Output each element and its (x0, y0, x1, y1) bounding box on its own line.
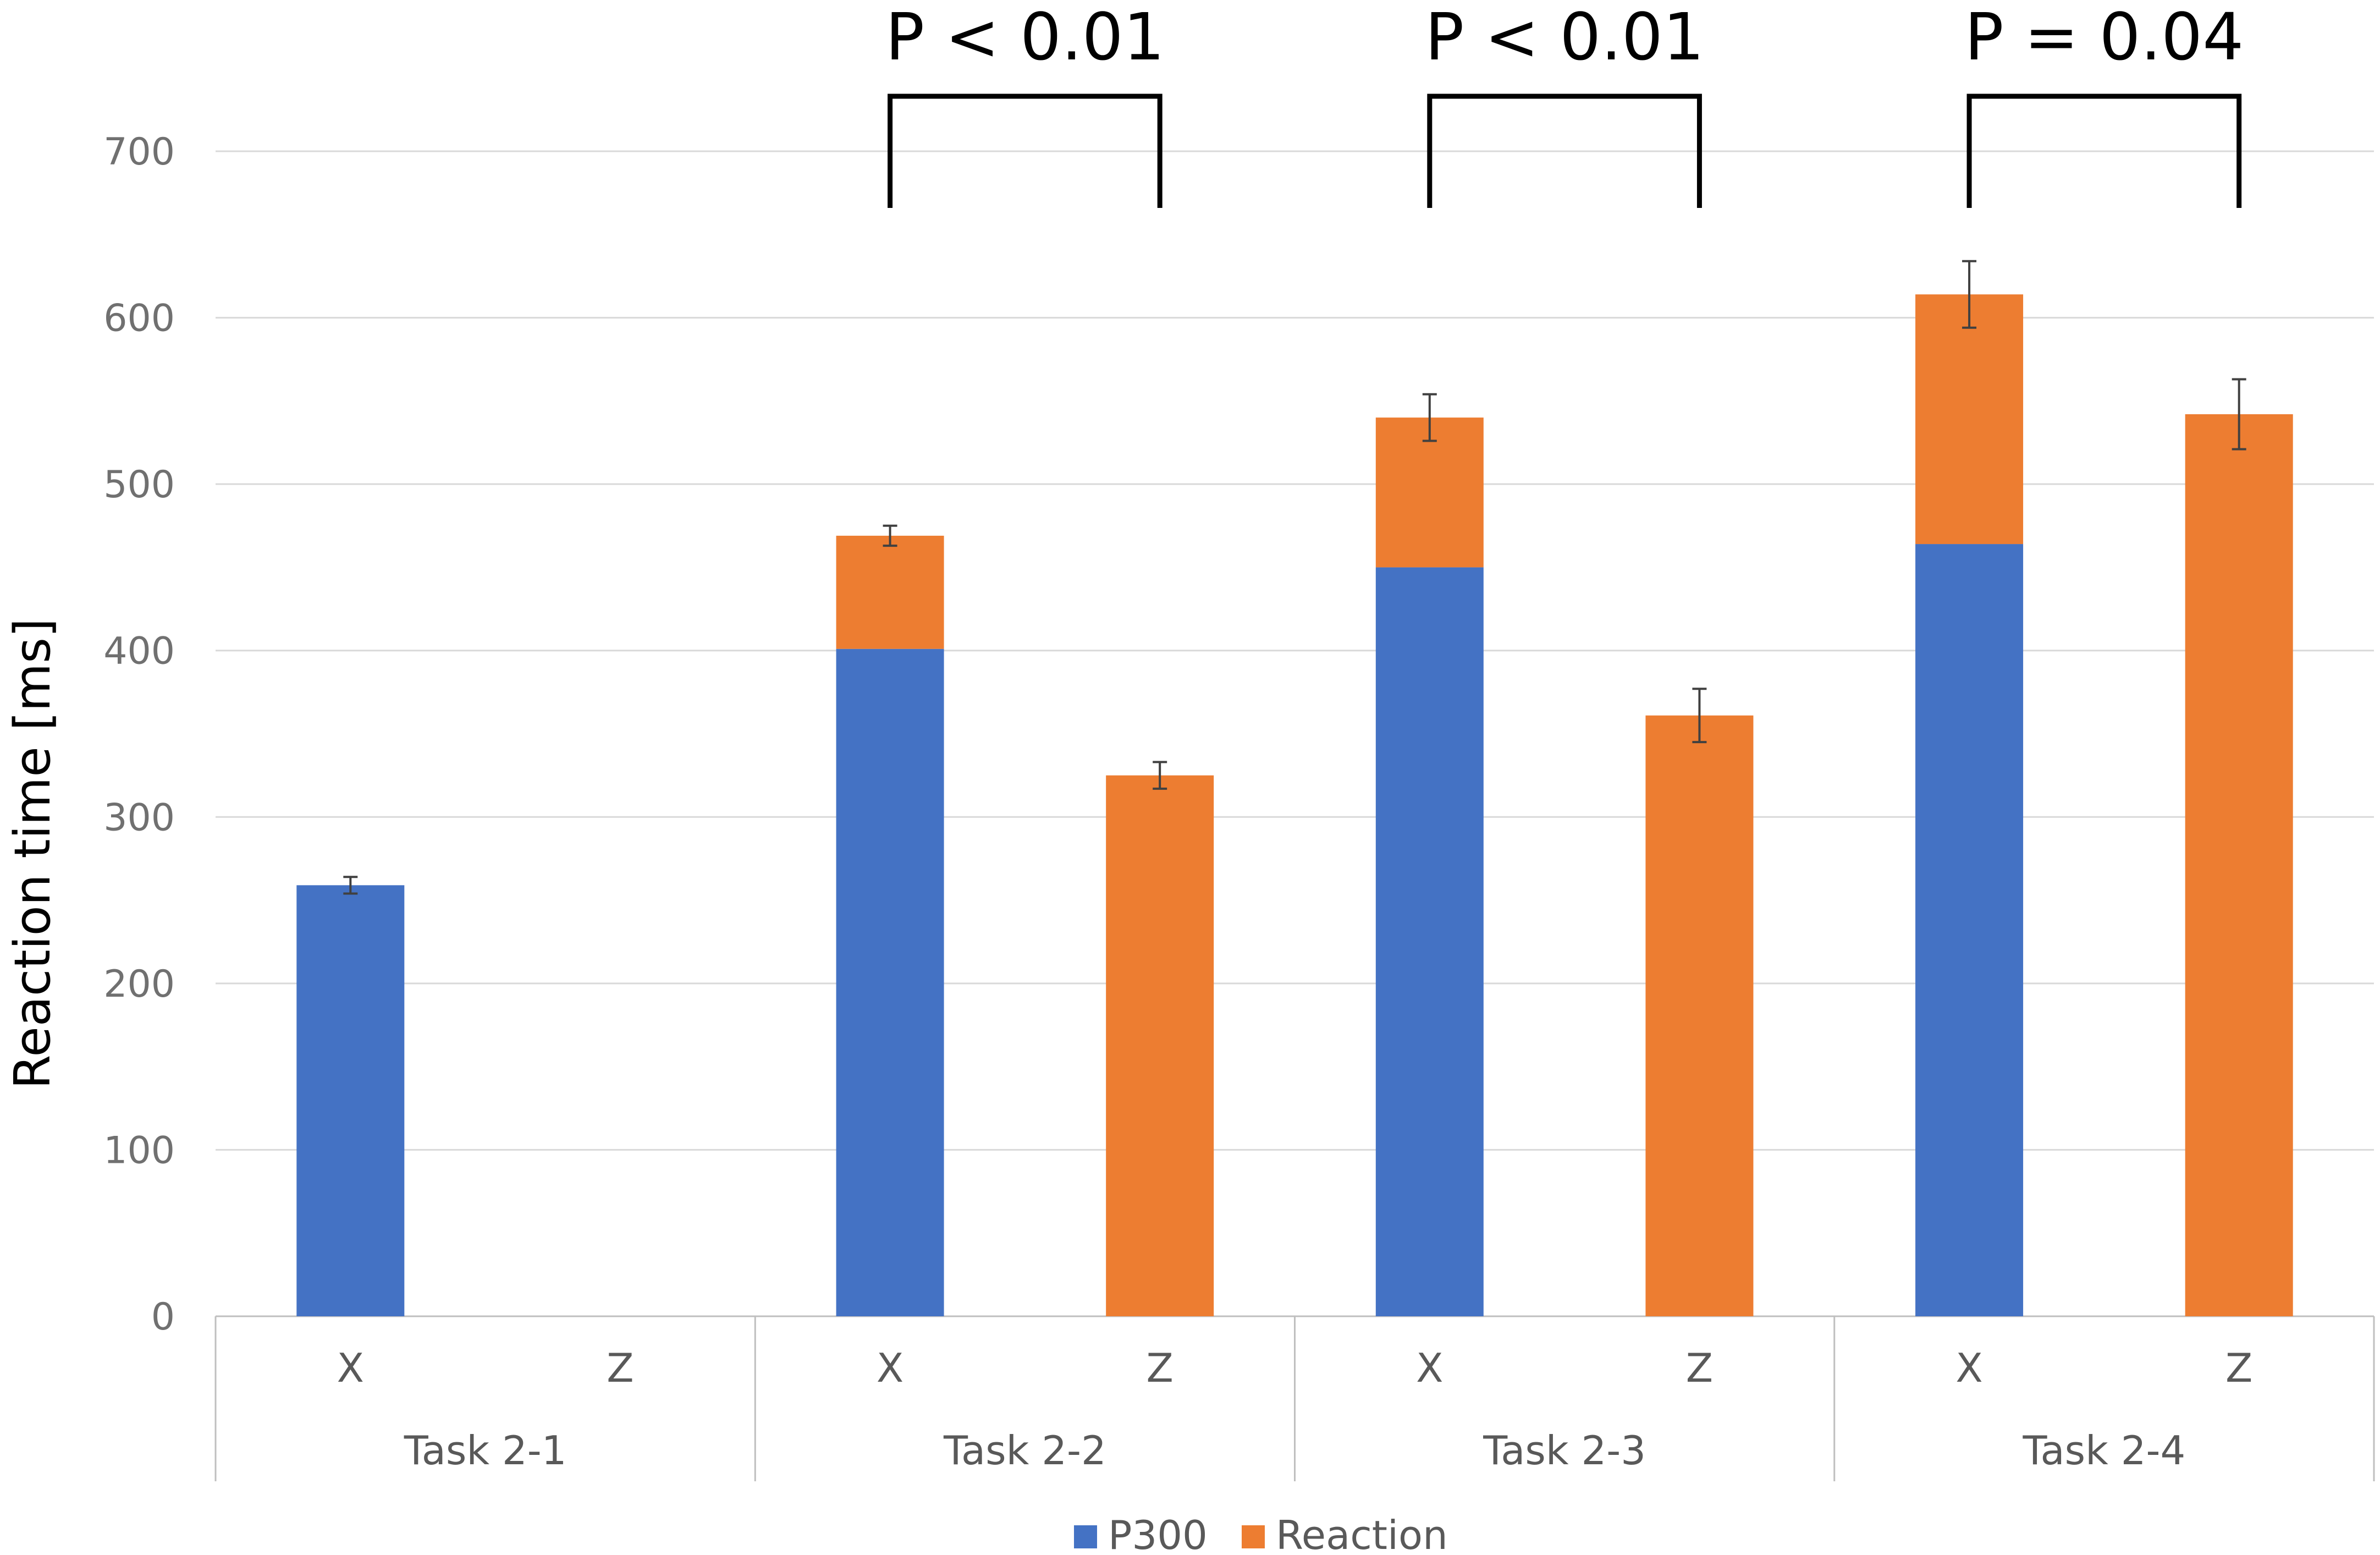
bar-reaction (1375, 417, 1484, 568)
x-axis: X Z X Z X Z X Z Task 2-1 Task 2-2 Task 2-3 Task 2-4 (214, 1316, 2375, 1481)
bar-reaction (2185, 414, 2293, 1316)
error-bar (883, 524, 897, 547)
x-category-label: X (1416, 1345, 1443, 1391)
y-tick-label: 700 (103, 130, 175, 174)
legend-item-p300: P300 (1074, 1512, 1208, 1555)
error-bar (1692, 688, 1707, 744)
x-group-label: Task 2-3 (1483, 1427, 1646, 1474)
bar-p300 (1915, 544, 2024, 1316)
bars (296, 294, 2293, 1316)
significance-bracket: P < 0.01 (885, 0, 1165, 208)
bar-p300 (836, 649, 944, 1316)
legend-swatch (1074, 1525, 1097, 1548)
bar-reaction (1915, 294, 2024, 545)
x-category-label: X (1955, 1345, 1982, 1391)
p-value-label: P < 0.01 (885, 0, 1165, 75)
legend-label: P300 (1108, 1512, 1208, 1555)
error-bar (1962, 260, 1977, 329)
bracket-line (1966, 94, 2242, 208)
error-bars (343, 260, 2246, 895)
error-bar (2232, 378, 2246, 450)
x-category-label: X (337, 1345, 364, 1391)
y-tick-label: 300 (103, 796, 175, 839)
significance-bracket: P = 0.04 (1964, 0, 2244, 208)
y-tick-label: 200 (103, 963, 175, 1006)
y-tick-label: 400 (103, 630, 175, 673)
p-value-label: P < 0.01 (1425, 0, 1704, 75)
significance-annotations: P < 0.01 P < 0.01 P = 0.04 (885, 0, 2244, 208)
legend-swatch (1242, 1525, 1265, 1548)
bracket-line (1427, 94, 1702, 208)
error-bar (343, 876, 358, 895)
error-bar (1153, 761, 1167, 790)
bar-reaction (836, 535, 944, 649)
bar-reaction (1645, 715, 1754, 1316)
bar-reaction (1106, 775, 1214, 1316)
y-tick-label: 100 (103, 1129, 175, 1172)
x-category-label: Z (607, 1345, 633, 1391)
x-category-label: Z (1686, 1345, 1713, 1391)
y-axis-ticks: 0 100 200 300 400 500 600 700 (103, 130, 175, 1339)
bracket-line (888, 94, 1163, 208)
gridlines (216, 150, 2374, 1317)
x-group-label: Task 2-2 (943, 1427, 1106, 1474)
y-axis-label: Reaction time [ms] (4, 618, 62, 1089)
y-tick-label: 0 (151, 1295, 175, 1339)
significance-bracket: P < 0.01 (1425, 0, 1704, 208)
x-category-label: Z (2225, 1345, 2252, 1391)
x-category-label: Z (1147, 1345, 1174, 1391)
x-category-label: X (877, 1345, 903, 1391)
error-bar (1422, 393, 1437, 442)
legend: P300 Reaction (1074, 1512, 1448, 1555)
bar-p300 (296, 885, 405, 1316)
y-tick-label: 600 (103, 297, 175, 340)
legend-label: Reaction (1276, 1512, 1448, 1555)
legend-item-reaction: Reaction (1242, 1512, 1448, 1555)
y-tick-label: 500 (103, 463, 175, 507)
x-group-label: Task 2-4 (2022, 1427, 2185, 1474)
bar-p300 (1375, 567, 1484, 1316)
p-value-label: P = 0.04 (1964, 0, 2244, 75)
x-group-label: Task 2-1 (404, 1427, 567, 1474)
